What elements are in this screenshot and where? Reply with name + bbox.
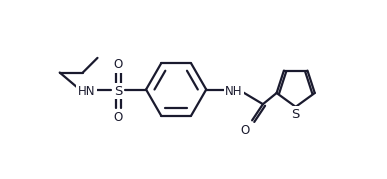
Text: S: S bbox=[114, 84, 123, 98]
Text: NH: NH bbox=[225, 84, 243, 98]
Text: O: O bbox=[241, 124, 250, 137]
Text: S: S bbox=[291, 108, 300, 121]
Text: O: O bbox=[114, 58, 123, 71]
Text: O: O bbox=[114, 111, 123, 124]
Text: HN: HN bbox=[78, 84, 96, 98]
